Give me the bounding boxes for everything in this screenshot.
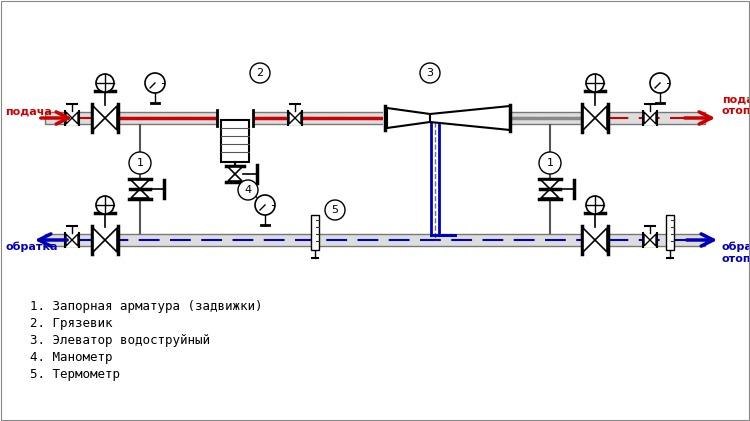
Circle shape	[586, 196, 604, 214]
Circle shape	[255, 195, 275, 215]
Polygon shape	[541, 180, 559, 189]
Polygon shape	[387, 108, 430, 128]
Text: 5: 5	[332, 205, 338, 215]
Polygon shape	[644, 234, 650, 246]
Text: 2. Грязевик: 2. Грязевик	[30, 317, 112, 330]
Polygon shape	[105, 228, 117, 252]
Bar	[217, 110, 253, 126]
Polygon shape	[650, 112, 656, 124]
Text: 1: 1	[136, 158, 143, 168]
Polygon shape	[289, 112, 295, 124]
Polygon shape	[105, 106, 117, 130]
Polygon shape	[430, 106, 510, 130]
Polygon shape	[72, 112, 78, 124]
Polygon shape	[595, 106, 607, 130]
Bar	[65, 111, 79, 125]
Polygon shape	[131, 189, 149, 198]
Text: 4. Манометр: 4. Манометр	[30, 351, 112, 364]
Bar	[288, 111, 302, 125]
Text: подача: подача	[5, 106, 52, 116]
Circle shape	[586, 74, 604, 92]
Circle shape	[238, 180, 258, 200]
Polygon shape	[541, 189, 559, 198]
Circle shape	[96, 74, 114, 92]
Bar	[128, 179, 152, 199]
Polygon shape	[595, 228, 607, 252]
Text: подача
отопления: подача отопления	[722, 94, 750, 116]
Text: 1: 1	[547, 158, 554, 168]
Bar	[582, 227, 608, 253]
Bar	[582, 105, 608, 131]
Polygon shape	[72, 234, 78, 246]
Polygon shape	[583, 106, 595, 130]
Polygon shape	[93, 228, 105, 252]
Polygon shape	[295, 112, 301, 124]
Text: 1. Запорная арматура (задвижки): 1. Запорная арматура (задвижки)	[30, 300, 262, 313]
Bar	[45, 112, 705, 124]
Bar	[383, 106, 512, 130]
Circle shape	[325, 200, 345, 220]
Bar	[92, 105, 118, 131]
Polygon shape	[66, 234, 72, 246]
Circle shape	[250, 63, 270, 83]
Text: 4: 4	[244, 185, 251, 195]
Text: 5. Термометр: 5. Термометр	[30, 368, 120, 381]
Text: 3: 3	[427, 68, 433, 78]
Polygon shape	[228, 167, 242, 174]
Polygon shape	[644, 112, 650, 124]
Text: обратка: обратка	[5, 242, 58, 253]
Bar	[643, 111, 657, 125]
Circle shape	[96, 196, 114, 214]
Bar	[311, 215, 319, 250]
Circle shape	[145, 73, 165, 93]
Circle shape	[650, 73, 670, 93]
Bar	[643, 233, 657, 247]
Bar	[538, 179, 562, 199]
Bar	[666, 215, 674, 250]
Polygon shape	[650, 234, 656, 246]
Text: обратка
отопления: обратка отопления	[722, 242, 750, 264]
Circle shape	[420, 63, 440, 83]
Bar	[221, 120, 249, 162]
Polygon shape	[131, 180, 149, 189]
Polygon shape	[583, 228, 595, 252]
Bar	[92, 227, 118, 253]
Bar	[65, 233, 79, 247]
Bar	[225, 166, 245, 182]
Text: 2: 2	[256, 68, 263, 78]
Polygon shape	[228, 174, 242, 181]
Circle shape	[129, 152, 151, 174]
Bar	[45, 234, 705, 246]
Circle shape	[539, 152, 561, 174]
Polygon shape	[93, 106, 105, 130]
Text: 3. Элеватор водоструйный: 3. Элеватор водоструйный	[30, 334, 210, 347]
Polygon shape	[66, 112, 72, 124]
